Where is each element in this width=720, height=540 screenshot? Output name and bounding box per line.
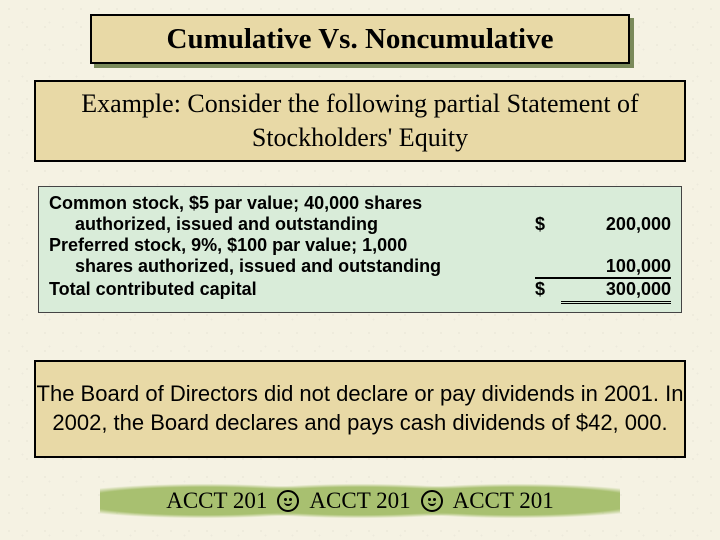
row2-amount: 100,000 [561, 256, 671, 277]
example-box: Example: Consider the following partial … [34, 80, 686, 162]
note-text: The Board of Directors did not declare o… [36, 380, 684, 437]
row2-line2: shares authorized, issued and outstandin… [49, 256, 535, 277]
smiley-icon [421, 490, 443, 512]
row3-currency: $ [535, 277, 561, 300]
smiley-icon [277, 490, 299, 512]
row3-line1: Total contributed capital [49, 279, 535, 300]
row2-line1: Preferred stock, 9%, $100 par value; 1,0… [49, 235, 535, 256]
equity-table: Common stock, $5 par value; 40,000 share… [38, 186, 682, 313]
row1-line1: Common stock, $5 par value; 40,000 share… [49, 193, 535, 214]
row1-currency: $ [535, 214, 561, 235]
slide-title: Cumulative Vs. Noncumulative [90, 14, 630, 64]
note-box: The Board of Directors did not declare o… [34, 360, 686, 458]
footer-label-1: ACCT 201 [166, 488, 267, 514]
footer: ACCT 201 ACCT 201 ACCT 201 [100, 480, 620, 522]
row1-line2: authorized, issued and outstanding [49, 214, 535, 235]
row1-amount: 200,000 [561, 214, 671, 235]
footer-label-2: ACCT 201 [309, 488, 410, 514]
example-text: Example: Consider the following partial … [36, 87, 684, 155]
title-text: Cumulative Vs. Noncumulative [167, 23, 554, 56]
row3-amount: 300,000 [561, 277, 671, 304]
footer-label-3: ACCT 201 [453, 488, 554, 514]
